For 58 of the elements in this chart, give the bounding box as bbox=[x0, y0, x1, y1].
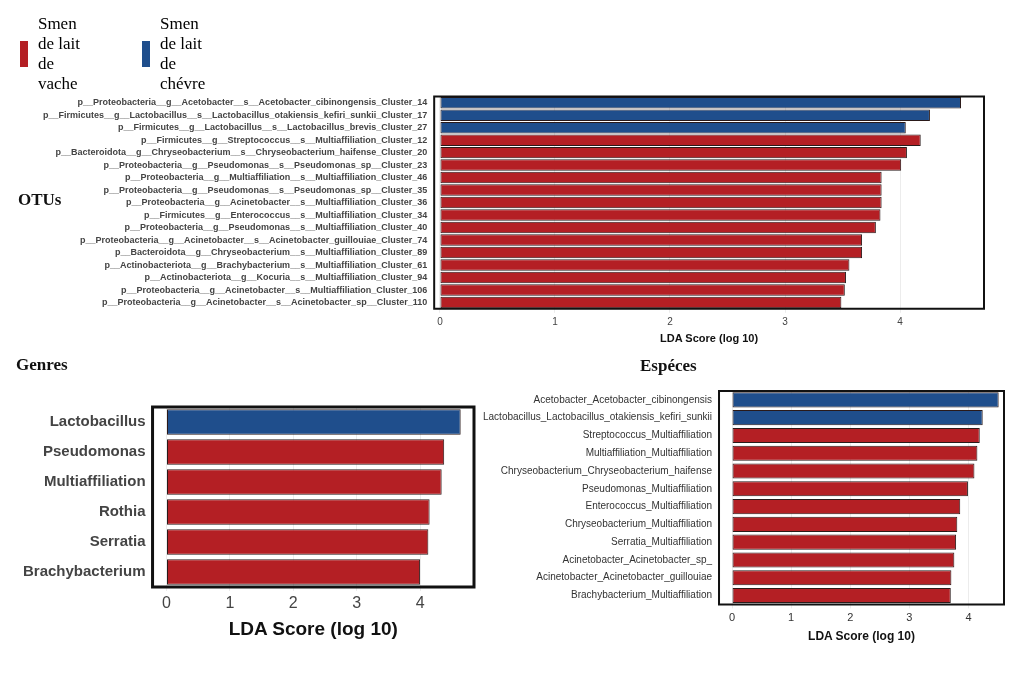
x-tick-label: 1 bbox=[552, 315, 559, 327]
y-tick-label: Brachybacterium bbox=[22, 562, 146, 580]
y-tick-label: p__Proteobacteria__g__Acinetobacter__s__Multiaffiliation_Cluster_36 bbox=[126, 197, 428, 208]
y-tick-label: Pseudomonas_Multiaffiliation bbox=[582, 482, 713, 494]
y-tick-label: p__Proteobacteria__g__Acinetobacter__s__Acinetobacter_guillouiae_Cluster_74 bbox=[80, 234, 428, 245]
y-tick-label: Lactobacillus_Lactobacillus_otakiensis_kefiri_sunkii bbox=[482, 411, 713, 423]
y-tick-label: Chryseobacterium_Multiaffiliation bbox=[564, 518, 713, 530]
x-tick-label: 3 bbox=[906, 611, 913, 624]
y-tick-label: Streptococcus_Multiaffiliation bbox=[582, 429, 713, 441]
x-tick-label: 0 bbox=[437, 315, 444, 327]
y-tick-label: p__Proteobacteria__g__Acetobacter__s__Acetobacter_cibinongensis_Cluster_14 bbox=[77, 97, 428, 108]
x-tick-label: 0 bbox=[728, 611, 736, 624]
y-tick-label: Serratia_Multiaffiliation bbox=[611, 535, 713, 547]
legend-label: Smen de lait de vache bbox=[37, 14, 81, 94]
y-tick-label: p__Proteobacteria__g__Pseudomonas__s__Pseudomonas_sp__Cluster_23 bbox=[103, 159, 428, 170]
x-tick-label: 2 bbox=[288, 594, 298, 612]
x-tick-label: 1 bbox=[225, 594, 235, 612]
y-tick-label: Lactobacillus bbox=[49, 412, 146, 430]
legend-label: Smen de lait de chévre bbox=[160, 14, 207, 94]
x-axis-title: LDA Score (log 10) bbox=[808, 629, 915, 644]
x-tick-label: 4 bbox=[897, 315, 904, 327]
y-tick-label: p__Bacteroidota__g__Chryseobacterium__s__Multiaffiliation_Cluster_89 bbox=[115, 247, 428, 258]
y-tick-label: Serratia bbox=[89, 532, 147, 550]
chart-title: Genres bbox=[16, 355, 68, 375]
y-tick-label: Pseudomonas bbox=[43, 442, 146, 460]
x-tick-label: 0 bbox=[162, 594, 172, 612]
x-tick-label: 4 bbox=[965, 611, 972, 624]
y-tick-label: p__Firmicutes__g__Lactobacillus__s__Lactobacillus_otakiensis_kefiri_sunkii_Cluster_17 bbox=[43, 109, 428, 120]
y-tick-label: Enterococcus_Multiaffiliation bbox=[585, 500, 713, 512]
y-tick-label: p__Firmicutes__g__Lactobacillus__s__Lactobacillus_brevis_Cluster_27 bbox=[118, 122, 428, 133]
y-tick-label: Acinetobacter_Acinetobacter_sp_ bbox=[562, 553, 713, 565]
y-tick-label: p__Firmicutes__g__Enterococcus__s__Multiaffiliation_Cluster_34 bbox=[144, 209, 428, 220]
x-tick-label: 3 bbox=[352, 594, 362, 612]
x-axis-title: LDA Score (log 10) bbox=[228, 617, 398, 639]
x-tick-label: 3 bbox=[782, 315, 789, 327]
y-tick-label: p__Proteobacteria__g__Pseudomonas__s__Pseudomonas_sp__Cluster_35 bbox=[103, 184, 428, 195]
y-tick-label: Acinetobacter_Acinetobacter_guillouiae bbox=[536, 571, 713, 583]
x-tick-label: 4 bbox=[415, 594, 425, 612]
y-tick-label: p__Actinobacteriota__g__Brachybacterium__s__Multiaffiliation_Cluster_61 bbox=[104, 259, 428, 270]
y-tick-label: p__Bacteroidota__g__Chryseobacterium__s__Chryseobacterium_haifense_Cluster_20 bbox=[55, 147, 428, 158]
y-tick-label: Multiaffiliation bbox=[43, 472, 146, 490]
x-tick-label: 2 bbox=[667, 315, 674, 327]
y-tick-label: p__Actinobacteriota__g__Kocuria__s__Multiaffiliation_Cluster_94 bbox=[144, 272, 428, 283]
x-axis-title: LDA Score (log 10) bbox=[660, 332, 759, 345]
y-tick-label: p__Proteobacteria__g__Acinetobacter__s__Multiaffiliation_Cluster_106 bbox=[121, 284, 428, 295]
x-tick-label: 2 bbox=[847, 611, 854, 624]
y-tick-label: Chryseobacterium_Chryseobacterium_haifense bbox=[500, 464, 713, 476]
x-tick-label: 1 bbox=[788, 611, 795, 624]
y-tick-label: Multiaffiliation_Multiaffiliation bbox=[585, 446, 713, 458]
y-tick-label: p__Firmicutes__g__Streptococcus__s__Multiaffiliation_Cluster_12 bbox=[141, 134, 428, 145]
y-tick-label: Rothia bbox=[98, 502, 147, 520]
y-tick-label: p__Proteobacteria__g__Acinetobacter__s__Acinetobacter_sp__Cluster_110 bbox=[102, 297, 428, 308]
y-tick-label: p__Proteobacteria__g__Multiaffiliation__s__Multiaffiliation_Cluster_46 bbox=[125, 172, 428, 183]
y-tick-label: Acetobacter_Acetobacter_cibinongensis bbox=[533, 393, 713, 405]
chart-title: Espéces bbox=[640, 356, 697, 376]
text: OTUs bbox=[18, 190, 62, 210]
y-tick-label: Brachybacterium_Multiaffiliation bbox=[571, 589, 713, 601]
y-tick-label: p__Proteobacteria__g__Pseudomonas__s__Multiaffiliation_Cluster_40 bbox=[124, 222, 428, 233]
